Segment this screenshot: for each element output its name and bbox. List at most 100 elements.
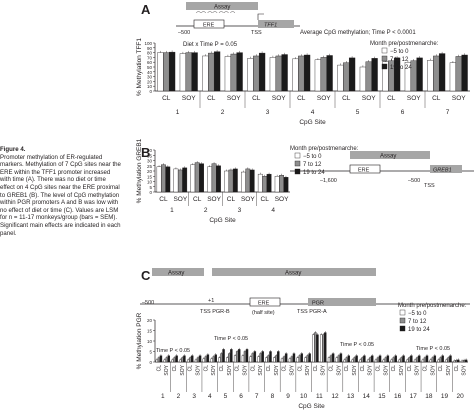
ere-box <box>249 297 281 307</box>
bar <box>249 356 252 363</box>
bar <box>282 356 286 363</box>
site-label: 1 <box>161 393 165 400</box>
bar <box>257 356 260 363</box>
bar <box>266 173 272 193</box>
legend-entry: 7 to 12 <box>303 162 322 168</box>
bar <box>258 52 266 92</box>
bar <box>331 353 335 363</box>
diet-label: CL <box>207 95 216 102</box>
bar <box>304 357 307 363</box>
bar <box>199 163 204 193</box>
ere-box <box>349 164 381 174</box>
bar <box>261 351 264 363</box>
panel-a-letter: A <box>141 2 151 17</box>
y-tick-label: 20 <box>147 169 153 174</box>
bar <box>455 56 462 92</box>
bar <box>241 171 246 193</box>
site-label: 2 <box>177 393 181 400</box>
bar <box>253 351 257 363</box>
diet-label: CL <box>432 95 441 102</box>
bar <box>230 53 237 92</box>
diet-label: SOY <box>305 364 311 375</box>
bar <box>235 351 239 363</box>
bar <box>232 168 238 193</box>
bar <box>460 360 464 363</box>
diet-label: SOY <box>227 95 241 102</box>
bar <box>351 359 354 363</box>
diet-label: SOY <box>352 364 358 375</box>
bar <box>292 353 296 363</box>
bar <box>175 355 178 363</box>
bar <box>415 357 419 363</box>
time-stat-label: Time P < 0.05 <box>214 336 248 342</box>
bar <box>371 355 374 363</box>
avg-stat: Average CpG methylation; Time P < 0.0001 <box>300 30 416 36</box>
caption-text: Promoter methylation of ER-regulated mar… <box>0 153 121 237</box>
y-axis-title: % Methylation PGR <box>136 312 143 369</box>
site-label: 5 <box>356 109 360 116</box>
site-label: 17 <box>410 393 418 400</box>
bar <box>228 353 231 363</box>
bar <box>327 357 331 363</box>
bar <box>210 358 213 363</box>
diet-label: CL <box>162 95 171 102</box>
site-label: 9 <box>286 393 290 400</box>
position-label: –500 <box>142 300 154 306</box>
diet-label: CL <box>387 95 396 102</box>
diet-label: CL <box>193 196 202 203</box>
y-axis-title: % Methylation GREB1 <box>136 138 143 203</box>
legend-swatch <box>399 317 406 324</box>
bar <box>265 357 268 363</box>
bar <box>202 55 209 92</box>
bar <box>247 58 254 92</box>
x-axis-title: CpG Site <box>298 403 325 410</box>
diet-label: SOY <box>430 364 436 375</box>
bar <box>220 353 223 363</box>
legend-swatch <box>399 325 406 332</box>
diet-label: CL <box>159 196 168 203</box>
bar <box>319 334 323 363</box>
diet-label: CL <box>188 365 194 372</box>
gene-box <box>308 298 376 306</box>
bar <box>359 66 367 92</box>
ere-label: ERE <box>203 23 215 29</box>
bar <box>163 52 170 92</box>
bar <box>273 357 276 363</box>
bar <box>214 354 217 363</box>
y-tick-label: 0 <box>149 190 152 195</box>
half-site-label: (half site) <box>252 310 275 316</box>
bar <box>198 355 202 363</box>
bar <box>163 359 166 363</box>
bar <box>155 359 159 363</box>
bar <box>447 357 450 363</box>
diet-label: SOY <box>383 364 389 375</box>
diet-label: CL <box>250 365 256 372</box>
bar <box>461 54 468 92</box>
diet-label: SOY <box>362 95 376 102</box>
diet-label: SOY <box>452 95 466 102</box>
bar <box>339 353 343 363</box>
bar <box>363 355 366 363</box>
bar <box>337 64 344 92</box>
y-tick-label: 100 <box>144 41 152 46</box>
bar <box>292 58 299 92</box>
site-label: 16 <box>394 393 402 400</box>
bar <box>410 355 413 363</box>
diet-label: CL <box>203 365 209 372</box>
y-tick-label: 30 <box>147 159 153 164</box>
bar <box>429 359 432 363</box>
position-label-1: –1,600 <box>320 178 337 184</box>
site-label: 18 <box>425 393 433 400</box>
site-label: 7 <box>255 393 259 400</box>
diet-label: SOY <box>274 364 280 375</box>
bar <box>179 53 187 92</box>
bar <box>324 332 327 363</box>
assay-bar-2 <box>212 268 376 276</box>
bar <box>425 355 429 363</box>
bar <box>288 358 292 363</box>
bar <box>343 62 350 92</box>
bar <box>173 357 176 363</box>
legend-swatch <box>294 168 301 175</box>
site-label: 7 <box>446 109 450 116</box>
bar <box>196 357 200 363</box>
